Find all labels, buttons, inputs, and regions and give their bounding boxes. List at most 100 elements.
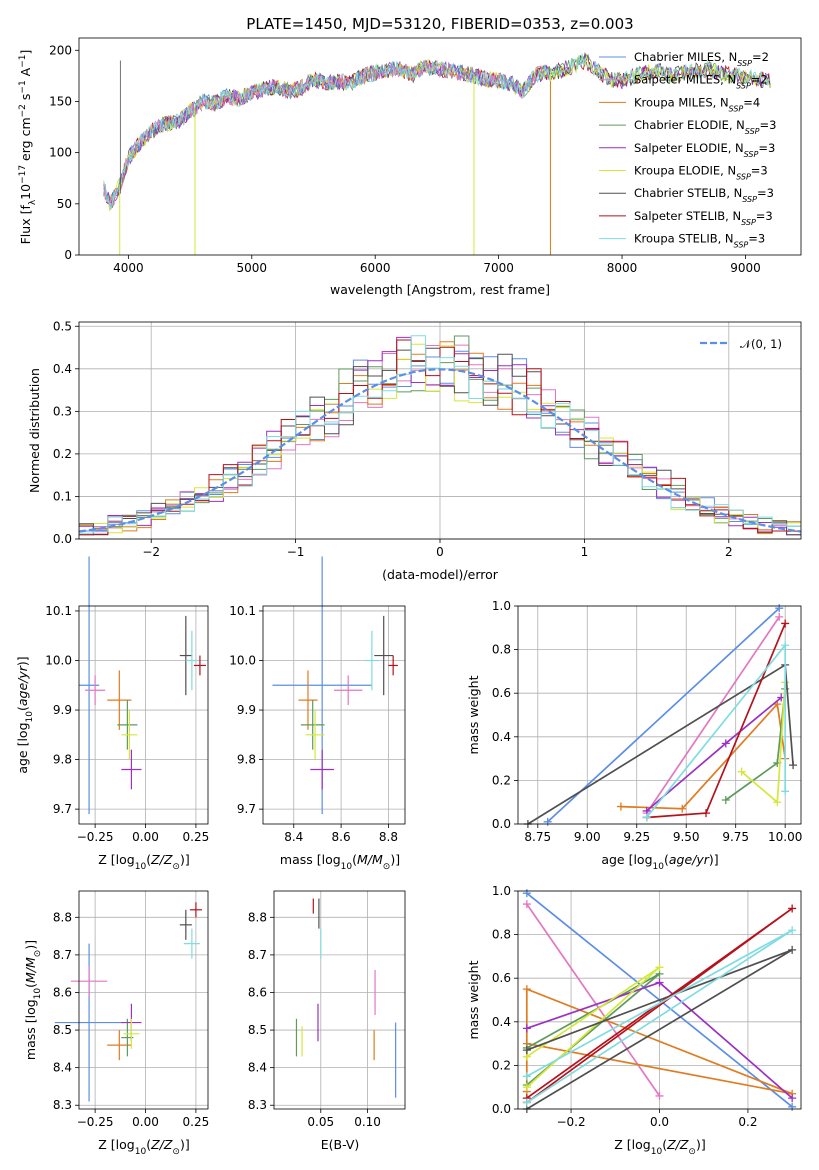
- y-tick-label: 10.0: [45, 654, 72, 668]
- y-tick-label: 9.9: [53, 703, 72, 717]
- data-point: [123, 1018, 140, 1049]
- figure-title: PLATE=1450, MJD=53120, FIBERID=0353, z=0…: [246, 15, 633, 33]
- y-tick-label: 0.0: [53, 532, 72, 546]
- data-point: [179, 615, 192, 696]
- x-tick-label: 8.6: [332, 830, 351, 844]
- x-tick-label: 5000: [237, 261, 268, 275]
- weight-marker: [543, 817, 552, 826]
- y-tick-label: 9.7: [53, 802, 72, 816]
- y-tick-label: 100: [49, 146, 72, 160]
- x-tick-label: 9.75: [722, 830, 749, 844]
- data-point: [334, 675, 363, 706]
- legend-label: Salpeter MILES, NSSP=2: [634, 73, 768, 91]
- axes-age-vs-mass: 8.4 8.6 8.8 9.7 9.8 9.9 10.0 10.1: [229, 556, 406, 844]
- x-tick-label: 0.00: [132, 1115, 159, 1129]
- y-tick-label: 0.2: [492, 1058, 511, 1072]
- data-point: [364, 630, 379, 691]
- y-tick-label: 8.6: [53, 985, 72, 999]
- weight-marker: [773, 798, 782, 807]
- data-point: [300, 700, 325, 750]
- weight-series: [616, 700, 790, 813]
- y-tick-label: 0.2: [53, 447, 72, 461]
- y-tick-label: 0.0: [492, 1102, 511, 1116]
- y-tick-label: 10.1: [229, 604, 256, 618]
- data-point: [85, 675, 106, 706]
- weight-marker: [788, 1102, 797, 1111]
- axes-frame: [273, 890, 406, 1110]
- weight-marker: [737, 767, 746, 776]
- data-point: [305, 710, 325, 760]
- spectrum-legend: Chabrier MILES, NSSP=2 Salpeter MILES, NS…: [599, 50, 776, 249]
- data-point: [298, 670, 318, 730]
- y-tick-label: 8.5: [248, 1023, 267, 1037]
- data-point: [185, 630, 198, 691]
- mass-vs-Z-ylabel: mass [log10(M/M⊙)]: [23, 940, 43, 1060]
- x-tick-label: 0.00: [132, 830, 159, 844]
- weight-line: [620, 702, 787, 810]
- axes-frame: [517, 605, 802, 825]
- y-tick-label: 0.6: [492, 686, 511, 700]
- y-tick-label: 0.6: [492, 971, 511, 985]
- mass-vs-Z-xlabel: Z [log10(Z/Z⊙)]: [98, 1137, 189, 1157]
- weight-line: [526, 903, 661, 1097]
- y-tick-label: 0: [64, 248, 72, 262]
- legend-label: Salpeter ELODIE, NSSP=3: [634, 141, 775, 159]
- y-tick-label: 0.5: [53, 319, 72, 333]
- y-tick-label: 8.3: [248, 1098, 267, 1112]
- data-point: [310, 749, 334, 790]
- mass-weight-vs-age-ylabel: mass weight: [466, 675, 481, 754]
- weight-marker: [616, 802, 625, 811]
- spectrum-ylabel: Flux [fλ10−17 erg cm−2 s−1 A−1]: [18, 50, 38, 245]
- x-tick-label: 0.10: [354, 1115, 381, 1129]
- weight-series: [523, 660, 798, 828]
- weight-marker: [522, 889, 531, 898]
- weight-marker: [781, 787, 790, 796]
- weight-marker: [775, 612, 784, 621]
- spectrum-plot: [103, 51, 771, 255]
- y-tick-label: 9.8: [53, 753, 72, 767]
- histogram-ylabel: Normed distribution: [27, 368, 42, 493]
- axes-frame: [78, 605, 209, 825]
- y-tick-label: 8.4: [53, 1061, 72, 1075]
- mass-weight-vs-age-xlabel: age [log10(age/yr)]: [601, 852, 718, 872]
- data-point: [183, 928, 200, 959]
- mass-vs-EBV-xlabel: E(B-V): [321, 1137, 360, 1152]
- data-point: [189, 902, 202, 918]
- y-tick-label: 1.0: [492, 599, 511, 613]
- legend-label: Chabrier STELIB, NSSP=3: [634, 186, 774, 204]
- axes-age-vs-Z: −0.25 0.00 0.25 9.7 9.8 9.9 10.0 10.1: [45, 556, 209, 844]
- axes-frame: [78, 890, 209, 1110]
- y-tick-label: 9.9: [237, 703, 256, 717]
- y-tick-label: 8.7: [53, 948, 72, 962]
- legend-label: Kroupa MILES, NSSP=4: [634, 95, 760, 113]
- x-tick-label: 0.2: [738, 1115, 757, 1129]
- weight-line: [547, 607, 780, 823]
- weight-marker: [721, 796, 730, 805]
- weight-marker: [721, 739, 730, 748]
- legend-label: Chabrier MILES, NSSP=2: [634, 50, 769, 68]
- x-tick-label: 9.50: [673, 830, 700, 844]
- x-tick-label: 0.25: [183, 830, 210, 844]
- y-tick-label: 50: [57, 197, 72, 211]
- x-tick-label: −1: [287, 545, 305, 559]
- weight-marker: [678, 804, 687, 813]
- weight-marker: [522, 1098, 531, 1107]
- axes-mass-vs-EBV: 0.05 0.10 8.3 8.4 8.5 8.6 8.7 8.8: [248, 890, 406, 1129]
- y-tick-label: 8.8: [248, 910, 267, 924]
- data-point: [79, 556, 100, 815]
- y-tick-label: 200: [49, 43, 72, 57]
- gaussian-curve: [79, 368, 801, 533]
- spectrum-line: [103, 53, 771, 211]
- x-tick-label: 8.8: [379, 830, 398, 844]
- histogram-step: [79, 335, 801, 536]
- x-tick-label: −2: [142, 545, 160, 559]
- weight-marker: [522, 1046, 531, 1055]
- x-tick-label: 7000: [483, 261, 514, 275]
- y-tick-label: 150: [49, 94, 72, 108]
- weight-marker: [788, 904, 797, 913]
- weight-series: [543, 604, 784, 826]
- x-tick-label: 0: [436, 545, 444, 559]
- axes-frame: [78, 37, 802, 256]
- x-tick-label: 4000: [113, 261, 144, 275]
- mass-weight-vs-Z-ylabel: mass weight: [466, 960, 481, 1039]
